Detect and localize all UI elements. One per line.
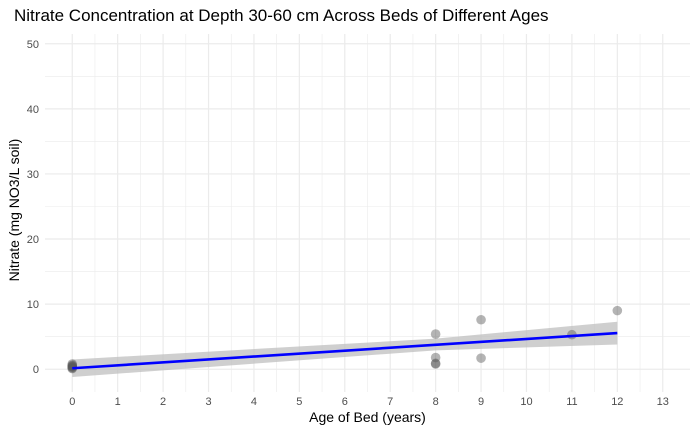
y-tick-label: 20: [27, 234, 39, 246]
x-tick-label: 1: [115, 396, 121, 408]
x-tick-label: 13: [657, 396, 669, 408]
y-tick-label: 50: [27, 39, 39, 51]
data-point: [430, 352, 441, 363]
data-point: [476, 314, 486, 325]
data-point: [430, 329, 441, 339]
y-tick-label: 30: [27, 169, 39, 181]
x-tick-label: 9: [478, 396, 484, 408]
data-point: [67, 359, 78, 369]
x-tick-label: 7: [387, 396, 393, 408]
data-point: [430, 359, 441, 369]
x-tick-label: 5: [296, 396, 302, 408]
x-tick-label: 11: [566, 396, 577, 408]
y-tick-label: 40: [27, 104, 39, 116]
x-axis-label: Age of Bed (years): [309, 409, 426, 425]
x-tick-label: 0: [69, 396, 75, 408]
x-tick-label: 2: [160, 396, 166, 408]
x-tick-label: 12: [611, 396, 623, 408]
x-tick-label: 10: [520, 396, 532, 408]
trend-line: [72, 331, 618, 370]
data-point: [430, 358, 441, 369]
x-tick-label: 4: [251, 396, 257, 408]
chart-title: Nitrate Concentration at Depth 30-60 cm …: [14, 6, 549, 25]
x-tick-label: 8: [433, 396, 439, 408]
data-point: [612, 305, 623, 316]
trend-line-layer: [72, 331, 618, 370]
y-tick-label: 10: [27, 299, 39, 311]
x-tick-label: 6: [342, 396, 348, 408]
y-axis-label: Nitrate (mg NO3/L soil): [6, 139, 22, 282]
x-tick-label: 3: [205, 396, 211, 408]
data-point: [476, 353, 486, 363]
data-point: [67, 363, 78, 374]
y-tick-label: 0: [33, 364, 39, 376]
